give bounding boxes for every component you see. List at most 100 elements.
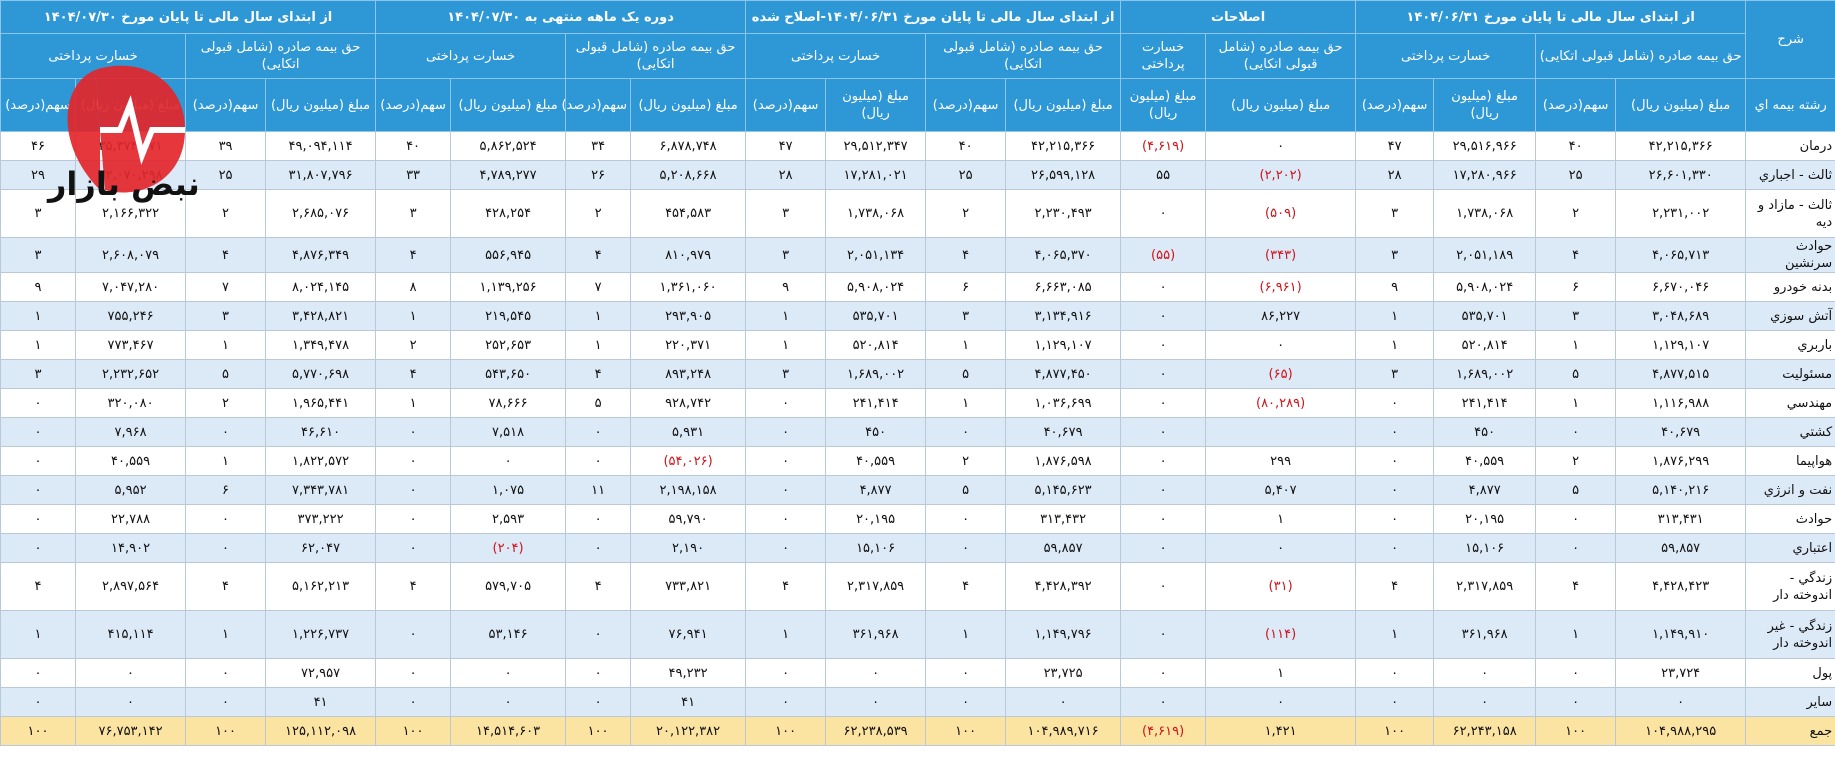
value-cell: ۴,۸۷۶,۳۴۹ bbox=[265, 237, 377, 273]
value-cell: ۱۴,۵۱۴,۶۰۳ bbox=[450, 716, 567, 746]
amount-header: مبلغ (میلیون ریال) bbox=[1005, 78, 1122, 132]
value-cell: ۰ bbox=[1355, 446, 1435, 476]
value-cell: ۰ bbox=[450, 658, 567, 688]
value-cell: ۵۷۹,۷۰۵ bbox=[450, 562, 567, 611]
value-cell: ۰ bbox=[1535, 504, 1617, 534]
row-name: بدنه خودرو bbox=[1745, 272, 1835, 302]
sub-header: خسارت پرداختی bbox=[375, 33, 567, 79]
value-cell: ۵۹,۷۹۰ bbox=[630, 504, 747, 534]
value-cell: ۲ bbox=[1535, 446, 1617, 476]
value-cell: ۱,۸۲۲,۵۷۲ bbox=[265, 446, 377, 476]
value-cell: ۲۸ bbox=[745, 160, 827, 190]
value-cell: ۴۰,۵۵۹ bbox=[1433, 446, 1537, 476]
value-cell: ۰ bbox=[1120, 687, 1207, 717]
value-cell: ۵ bbox=[185, 359, 267, 389]
value-cell: ۴۲,۲۱۵,۳۶۶ bbox=[1615, 131, 1747, 161]
value-cell: ۱ bbox=[185, 610, 267, 659]
value-cell: ۰ bbox=[375, 533, 452, 563]
value-cell: ۴,۰۶۵,۳۷۰ bbox=[1005, 237, 1122, 273]
value-cell: ۰ bbox=[825, 687, 927, 717]
value-cell: ۲۶ bbox=[565, 160, 632, 190]
value-cell: ۴۰ bbox=[375, 131, 452, 161]
value-cell: ۴۱ bbox=[265, 687, 377, 717]
value-cell: ۰ bbox=[1005, 687, 1122, 717]
value-cell: ۲,۱۹۸,۱۵۸ bbox=[630, 475, 747, 505]
value-cell: ۷۶,۷۵۳,۱۴۲ bbox=[75, 716, 187, 746]
value-cell: ۱,۷۳۸,۰۶۸ bbox=[1433, 189, 1537, 238]
value-cell: ۱۲۵,۱۱۲,۰۹۸ bbox=[265, 716, 377, 746]
value-cell: ۰ bbox=[375, 417, 452, 447]
value-cell: ۰ bbox=[1120, 330, 1207, 360]
data-row: جمع ۱۰۴,۹۸۸,۲۹۵ ۱۰۰ ۶۲,۲۴۳,۱۵۸ ۱۰۰ ۱,۴۲۱ (۴,۶۱… bbox=[0, 716, 1835, 746]
value-cell: ۴۰,۶۷۹ bbox=[1005, 417, 1122, 447]
value-cell: ۴۲,۲۱۵,۳۶۶ bbox=[1005, 131, 1122, 161]
value-cell: ۳۴ bbox=[565, 131, 632, 161]
report-table: شرح از ابتدای سال مالی تا پایان مورخ ۱۴۰۴… bbox=[0, 0, 1835, 746]
group-header: دوره یک ماهه منتهی به ۱۴۰۴/۰۷/۳۰ bbox=[375, 0, 747, 34]
value-cell: ۰ bbox=[1535, 417, 1617, 447]
value-cell: ۰ bbox=[925, 417, 1007, 447]
value-cell: ۴ bbox=[375, 237, 452, 273]
value-cell: ۰ bbox=[1355, 475, 1435, 505]
value-cell: ۱۰۰ bbox=[185, 716, 267, 746]
value-cell: ۳ bbox=[745, 359, 827, 389]
value-cell: ۴۷ bbox=[745, 131, 827, 161]
share-header: سهم(درصد) bbox=[375, 78, 452, 132]
row-name: باربري bbox=[1745, 330, 1835, 360]
value-cell: ۰ bbox=[565, 658, 632, 688]
sub-header: خسارت پرداختی bbox=[1120, 33, 1207, 79]
value-cell: ۱,۶۸۹,۰۰۲ bbox=[825, 359, 927, 389]
value-cell: ۴ bbox=[1535, 562, 1617, 611]
data-row: ثالث - اجباري ۲۶,۶۰۱,۳۳۰ ۲۵ ۱۷,۲۸۰,۹۶۶ ۲۸ (۲,… bbox=[0, 160, 1835, 190]
value-cell: ۷,۳۴۳,۷۸۱ bbox=[265, 475, 377, 505]
value-cell: ۰ bbox=[375, 504, 452, 534]
value-cell: ۰ bbox=[1433, 687, 1537, 717]
value-cell: (۵۵) bbox=[1120, 237, 1207, 273]
value-cell: ۱۵,۱۰۶ bbox=[825, 533, 927, 563]
row-name: مهندسي bbox=[1745, 388, 1835, 418]
value-cell: ۰ bbox=[1120, 388, 1207, 418]
value-cell: ۱۰۰ bbox=[1355, 716, 1435, 746]
row-name: هواپيما bbox=[1745, 446, 1835, 476]
value-cell: ۰ bbox=[1205, 687, 1357, 717]
value-cell: ۴۰ bbox=[1535, 131, 1617, 161]
value-cell: ۱ bbox=[565, 330, 632, 360]
value-cell: ۳,۱۳۴,۹۱۶ bbox=[1005, 301, 1122, 331]
value-cell: ۳,۰۴۸,۶۸۹ bbox=[1615, 301, 1747, 331]
value-cell: ۲۱۹,۵۴۵ bbox=[450, 301, 567, 331]
value-cell: ۳ bbox=[745, 237, 827, 273]
data-row: مهندسي ۱,۱۱۶,۹۸۸ ۱ ۲۴۱,۴۱۴ ۰ (۸۰,۲۸۹) ۰ ۱,۰۳۶,۶… bbox=[0, 388, 1835, 418]
value-cell: ۹۲۸,۷۴۲ bbox=[630, 388, 747, 418]
value-cell: ۷۶,۹۴۱ bbox=[630, 610, 747, 659]
value-cell: ۷۸,۶۶۶ bbox=[450, 388, 567, 418]
value-cell: ۲۵ bbox=[1535, 160, 1617, 190]
value-cell: ۱,۲۲۶,۷۳۷ bbox=[265, 610, 377, 659]
value-cell: ۶۲,۲۴۳,۱۵۸ bbox=[1433, 716, 1537, 746]
value-cell: ۲۵ bbox=[925, 160, 1007, 190]
value-cell: ۰ bbox=[1120, 533, 1207, 563]
value-cell: ۵ bbox=[925, 475, 1007, 505]
value-cell: ۵۵۶,۹۴۵ bbox=[450, 237, 567, 273]
row-name: حوادث سرنشين bbox=[1745, 237, 1835, 273]
value-cell: ۴۰,۶۷۹ bbox=[1615, 417, 1747, 447]
value-cell: ۴۷ bbox=[1355, 131, 1435, 161]
value-cell: ۴۱۵,۱۱۴ bbox=[75, 610, 187, 659]
share-header: سهم(درصد) bbox=[0, 78, 77, 132]
value-cell: ۰ bbox=[925, 658, 1007, 688]
value-cell: ۰ bbox=[450, 446, 567, 476]
value-cell: ۳ bbox=[0, 237, 77, 273]
value-cell: ۰ bbox=[925, 504, 1007, 534]
value-cell: ۴ bbox=[745, 562, 827, 611]
value-cell: ۵,۱۶۲,۲۱۳ bbox=[265, 562, 377, 611]
value-cell: ۱ bbox=[925, 330, 1007, 360]
value-cell: ۰ bbox=[565, 687, 632, 717]
value-cell: ۰ bbox=[0, 446, 77, 476]
value-cell: ۵,۱۴۰,۲۱۶ bbox=[1615, 475, 1747, 505]
share-header: سهم(درصد) bbox=[1355, 78, 1435, 132]
data-row: هواپيما ۱,۸۷۶,۲۹۹ ۲ ۴۰,۵۵۹ ۰ ۲۹۹ ۰ ۱,۸۷۶,۵۹۸ ۲ ۴۰… bbox=[0, 446, 1835, 476]
value-cell: ۴,۸۷۷ bbox=[825, 475, 927, 505]
value-cell: ۱۷,۲۸۱,۰۲۱ bbox=[825, 160, 927, 190]
value-cell: ۰ bbox=[375, 658, 452, 688]
value-cell: ۴ bbox=[375, 562, 452, 611]
value-cell: ۸ bbox=[375, 272, 452, 302]
